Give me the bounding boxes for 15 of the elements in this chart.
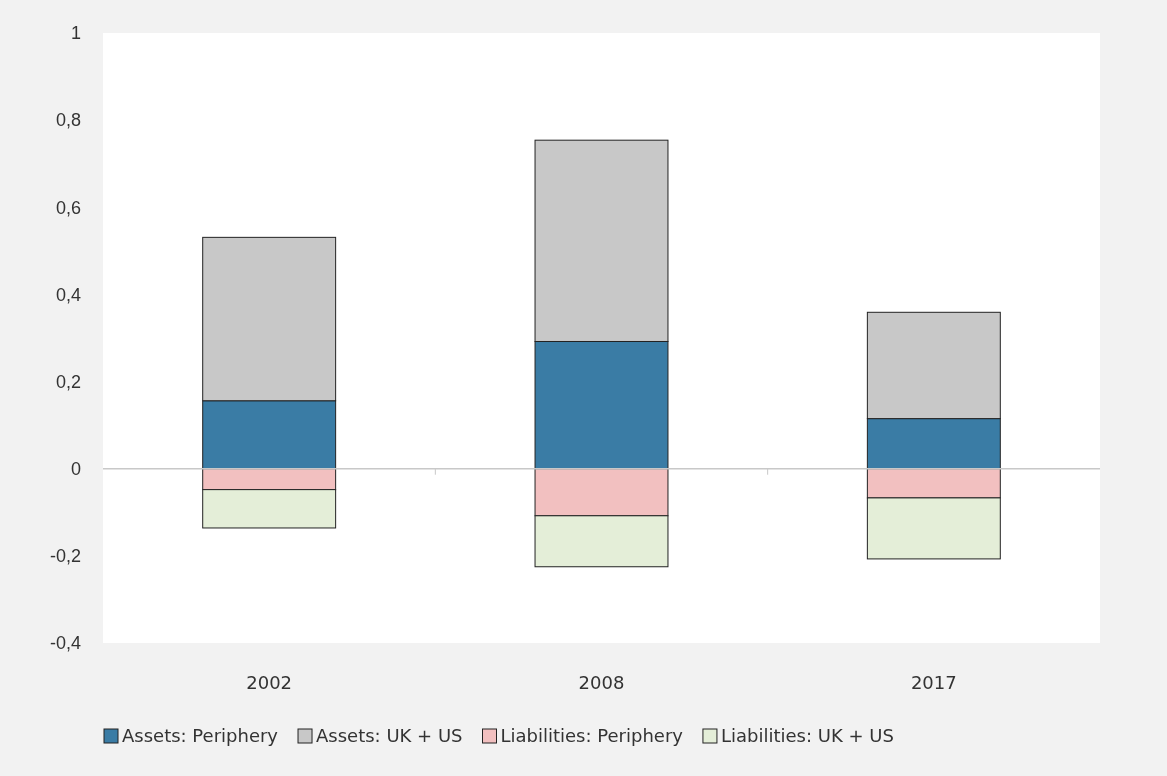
y-tick-label: -0,2	[49, 546, 81, 567]
y-tick-label: 0,6	[55, 197, 81, 218]
legend-label: Liabilities: UK + US	[720, 725, 894, 746]
y-tick-label: 0	[70, 458, 81, 479]
x-tick-label: 2008	[578, 672, 625, 693]
y-tick-label: 0,2	[55, 371, 81, 392]
y-tick-label: 1	[70, 23, 81, 44]
y-tick-label: 0,8	[55, 110, 81, 131]
legend-label: Assets: Periphery	[122, 725, 279, 746]
y-tick-label: -0,4	[49, 633, 81, 654]
y-tick-label: 0,4	[55, 284, 81, 305]
legend-label: Assets: UK + US	[316, 725, 463, 746]
x-tick-label: 2017	[910, 672, 957, 693]
x-tick-label: 2002	[246, 672, 293, 693]
legend-label: Liabilities: Periphery	[500, 725, 684, 746]
